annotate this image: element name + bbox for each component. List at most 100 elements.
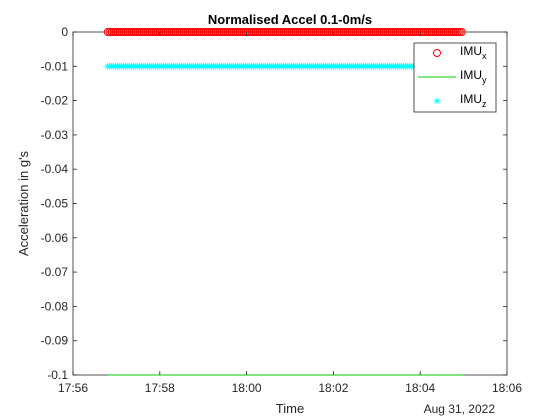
point-circle <box>177 28 186 36</box>
point-circle <box>377 28 386 36</box>
point-circle <box>243 28 252 36</box>
point-circle <box>363 28 372 36</box>
point-circle <box>203 28 212 36</box>
point-circle <box>269 28 278 36</box>
legend-name-x: IMU <box>460 44 482 58</box>
point-circle <box>261 28 270 36</box>
point-circle <box>283 28 292 36</box>
point-circle <box>171 28 180 36</box>
point-circle <box>453 28 462 36</box>
point-circle <box>405 28 414 36</box>
point-circle <box>445 28 454 36</box>
point-circle <box>297 28 306 36</box>
legend-label-x: IMUx <box>460 44 487 61</box>
point-circle <box>173 28 182 36</box>
y-tick-label: -0.02 <box>41 94 69 108</box>
point-circle <box>235 28 244 36</box>
point-circle <box>255 28 264 36</box>
point-circle <box>143 28 152 36</box>
point-circle <box>213 28 222 36</box>
point-circle <box>285 28 294 36</box>
point-circle <box>271 28 280 36</box>
point-circle <box>191 28 200 36</box>
point-circle <box>217 28 226 36</box>
point-circle <box>427 28 436 36</box>
point-circle <box>387 28 396 36</box>
point-circle <box>381 28 390 36</box>
point-circle <box>117 28 126 36</box>
point-circle <box>147 28 156 36</box>
point-circle <box>151 28 160 36</box>
point-circle <box>393 28 402 36</box>
point-circle <box>447 28 456 36</box>
point-circle <box>111 28 120 36</box>
point-circle <box>401 28 410 36</box>
point-circle <box>359 28 368 36</box>
point-circle <box>441 28 450 36</box>
legend-item-z: IMUz <box>460 92 487 109</box>
point-circle <box>197 28 206 36</box>
point-circle <box>189 28 198 36</box>
legend-label-y: IMUy <box>460 68 487 85</box>
point-circle <box>333 28 342 36</box>
point-circle <box>293 28 302 36</box>
point-circle <box>433 28 442 36</box>
point-circle <box>233 28 242 36</box>
point-circle <box>439 28 448 36</box>
point-circle <box>181 28 190 36</box>
series-group <box>103 28 466 376</box>
point-circle <box>137 28 146 36</box>
point-circle <box>415 28 424 36</box>
point-circle <box>241 28 250 36</box>
point-circle <box>145 28 154 36</box>
x-tick-label: 17:58 <box>145 381 175 395</box>
point-circle <box>141 28 150 36</box>
point-circle <box>345 28 354 36</box>
point-circle <box>343 28 352 36</box>
point-circle <box>215 28 224 36</box>
point-circle <box>315 28 324 36</box>
point-circle <box>361 28 370 36</box>
point-circle <box>251 28 260 36</box>
point-circle <box>205 28 214 36</box>
point-circle <box>417 28 426 36</box>
point-circle <box>457 28 466 36</box>
point-circle <box>165 28 174 36</box>
y-tick-label: -0.08 <box>41 299 69 313</box>
point-circle <box>311 28 320 36</box>
point-circle <box>107 28 116 36</box>
point-circle <box>159 28 168 36</box>
point-circle <box>349 28 358 36</box>
point-circle <box>391 28 400 36</box>
point-circle <box>321 28 330 36</box>
point-circle <box>413 28 422 36</box>
point-circle <box>291 28 300 36</box>
legend-sub-x: x <box>482 51 487 61</box>
point-circle <box>411 28 420 36</box>
point-circle <box>389 28 398 36</box>
point-circle <box>327 28 336 36</box>
point-circle <box>263 28 272 36</box>
y-tick-label: 0 <box>61 25 68 39</box>
legend-name-z: IMU <box>460 92 482 106</box>
point-circle <box>407 28 416 36</box>
point-circle <box>313 28 322 36</box>
point-circle <box>357 28 366 36</box>
point-circle <box>301 28 310 36</box>
y-tick-label: -0.04 <box>41 162 69 176</box>
point-circle <box>385 28 394 36</box>
point-circle <box>167 28 176 36</box>
x-axis-label: Time <box>276 401 304 416</box>
point-circle <box>289 28 298 36</box>
point-circle <box>187 28 196 36</box>
point-circle <box>219 28 228 36</box>
point-circle <box>335 28 344 36</box>
point-circle <box>449 28 458 36</box>
point-circle <box>257 28 266 36</box>
legend-item-y: IMUy <box>418 68 487 85</box>
point-circle <box>237 28 246 36</box>
point-circle <box>369 28 378 36</box>
legend-swatch-x <box>433 49 441 57</box>
x-tick-label: 18:00 <box>232 381 262 395</box>
point-circle <box>127 28 136 36</box>
